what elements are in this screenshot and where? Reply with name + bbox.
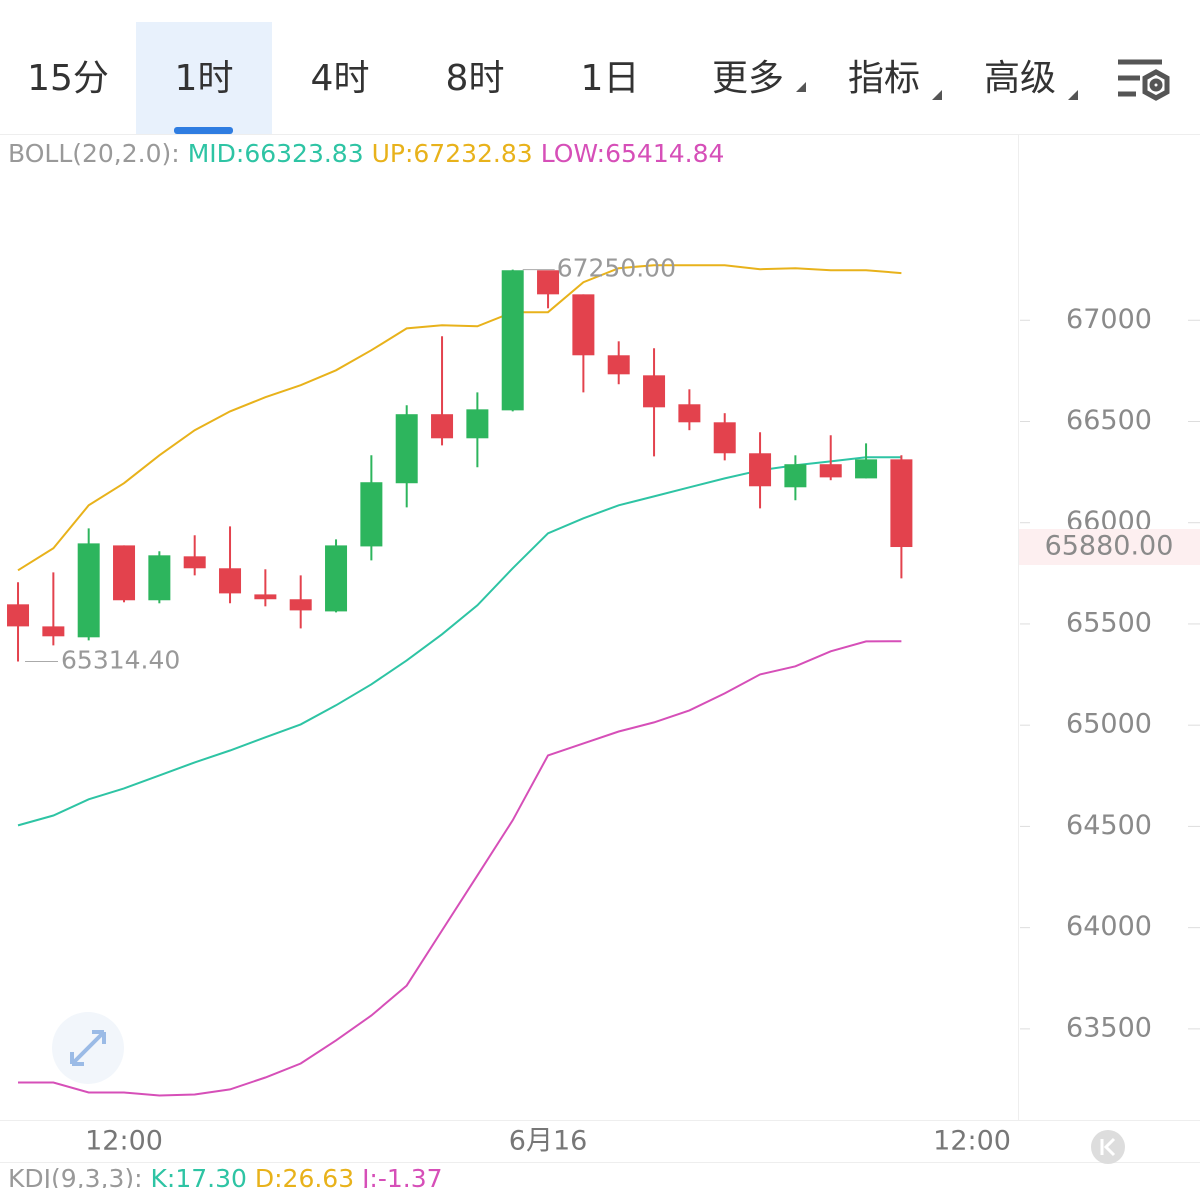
- candle-body: [148, 555, 171, 601]
- kdj-legend: KDJ(9,3,3): K:17.30 D:26.63 J:-1.37: [8, 1164, 443, 1188]
- last-price-bg: [1019, 529, 1200, 566]
- candle-body: [395, 414, 418, 484]
- candle-body: [42, 626, 65, 637]
- candle-body: [819, 464, 842, 478]
- tab[interactable]: 15分: [27, 58, 109, 99]
- y-tick-label: 63500: [1066, 1012, 1152, 1043]
- tab[interactable]: 高级: [984, 58, 1056, 99]
- y-tick-label: 65000: [1066, 709, 1152, 740]
- indicator-name: BOLL(20,2.0):: [8, 139, 180, 168]
- candle-body: [572, 294, 595, 356]
- dropdown-arrows: [796, 82, 1078, 100]
- candle-body: [466, 409, 489, 439]
- candle-body: [254, 594, 277, 600]
- tab[interactable]: 指标: [848, 58, 920, 99]
- boll-low: [18, 640, 902, 1097]
- legend-entry: LOW:65414.84: [541, 139, 725, 168]
- selected-tab-bg: [136, 22, 272, 134]
- candle-body: [749, 453, 772, 487]
- candle-body: [77, 543, 100, 638]
- boll-up: [17, 264, 902, 572]
- y-tick-label: 64500: [1066, 810, 1152, 841]
- candle-body: [678, 404, 701, 423]
- candle-body: [855, 459, 878, 479]
- x-tick-label: 12:00: [933, 1126, 1011, 1157]
- y-tick-label: 66500: [1066, 405, 1152, 436]
- candle-body: [537, 270, 560, 295]
- y-tick-label: 65500: [1066, 607, 1152, 638]
- candle-body: [501, 270, 524, 411]
- candle-body: [360, 482, 383, 547]
- candle-body: [713, 422, 736, 454]
- candle-body: [890, 459, 913, 548]
- legend-entry: UP:67232.83: [372, 139, 533, 168]
- candle-body: [183, 556, 206, 569]
- high-marker-label: 67250.00: [557, 254, 676, 283]
- tab[interactable]: 8时: [446, 58, 505, 99]
- y-tick-label: 67000: [1066, 304, 1152, 335]
- settings-icon[interactable]: [1118, 59, 1170, 101]
- candle-body: [219, 568, 242, 594]
- candle-body: [431, 414, 454, 439]
- candle-body: [607, 355, 630, 375]
- candle-body: [784, 464, 807, 488]
- low-marker-label: 65314.40: [61, 646, 180, 675]
- candle-body: [643, 375, 666, 408]
- x-tick-label: 12:00: [85, 1126, 163, 1157]
- candle-body: [7, 604, 30, 627]
- last-price-label: 65880.00: [1045, 531, 1174, 562]
- tab[interactable]: 更多: [712, 58, 784, 99]
- tab[interactable]: 1时: [175, 58, 234, 99]
- scroll-latest-button[interactable]: [1091, 1130, 1125, 1164]
- boll-mid: [17, 456, 902, 827]
- expand-button[interactable]: [52, 1012, 124, 1084]
- candle-body: [289, 599, 312, 611]
- tab[interactable]: 4时: [311, 58, 370, 99]
- candle-body: [113, 545, 136, 601]
- legend: BOLL(20,2.0): MID:66323.83 UP:67232.83 LOW:…: [8, 139, 724, 168]
- tab[interactable]: 1日: [581, 58, 640, 99]
- candle-body: [325, 545, 348, 612]
- x-tick-label: 6月16: [509, 1126, 588, 1157]
- legend-entry: MID:66323.83: [188, 139, 364, 168]
- y-tick-label: 64000: [1066, 911, 1152, 942]
- selected-tab-bar: [174, 127, 233, 134]
